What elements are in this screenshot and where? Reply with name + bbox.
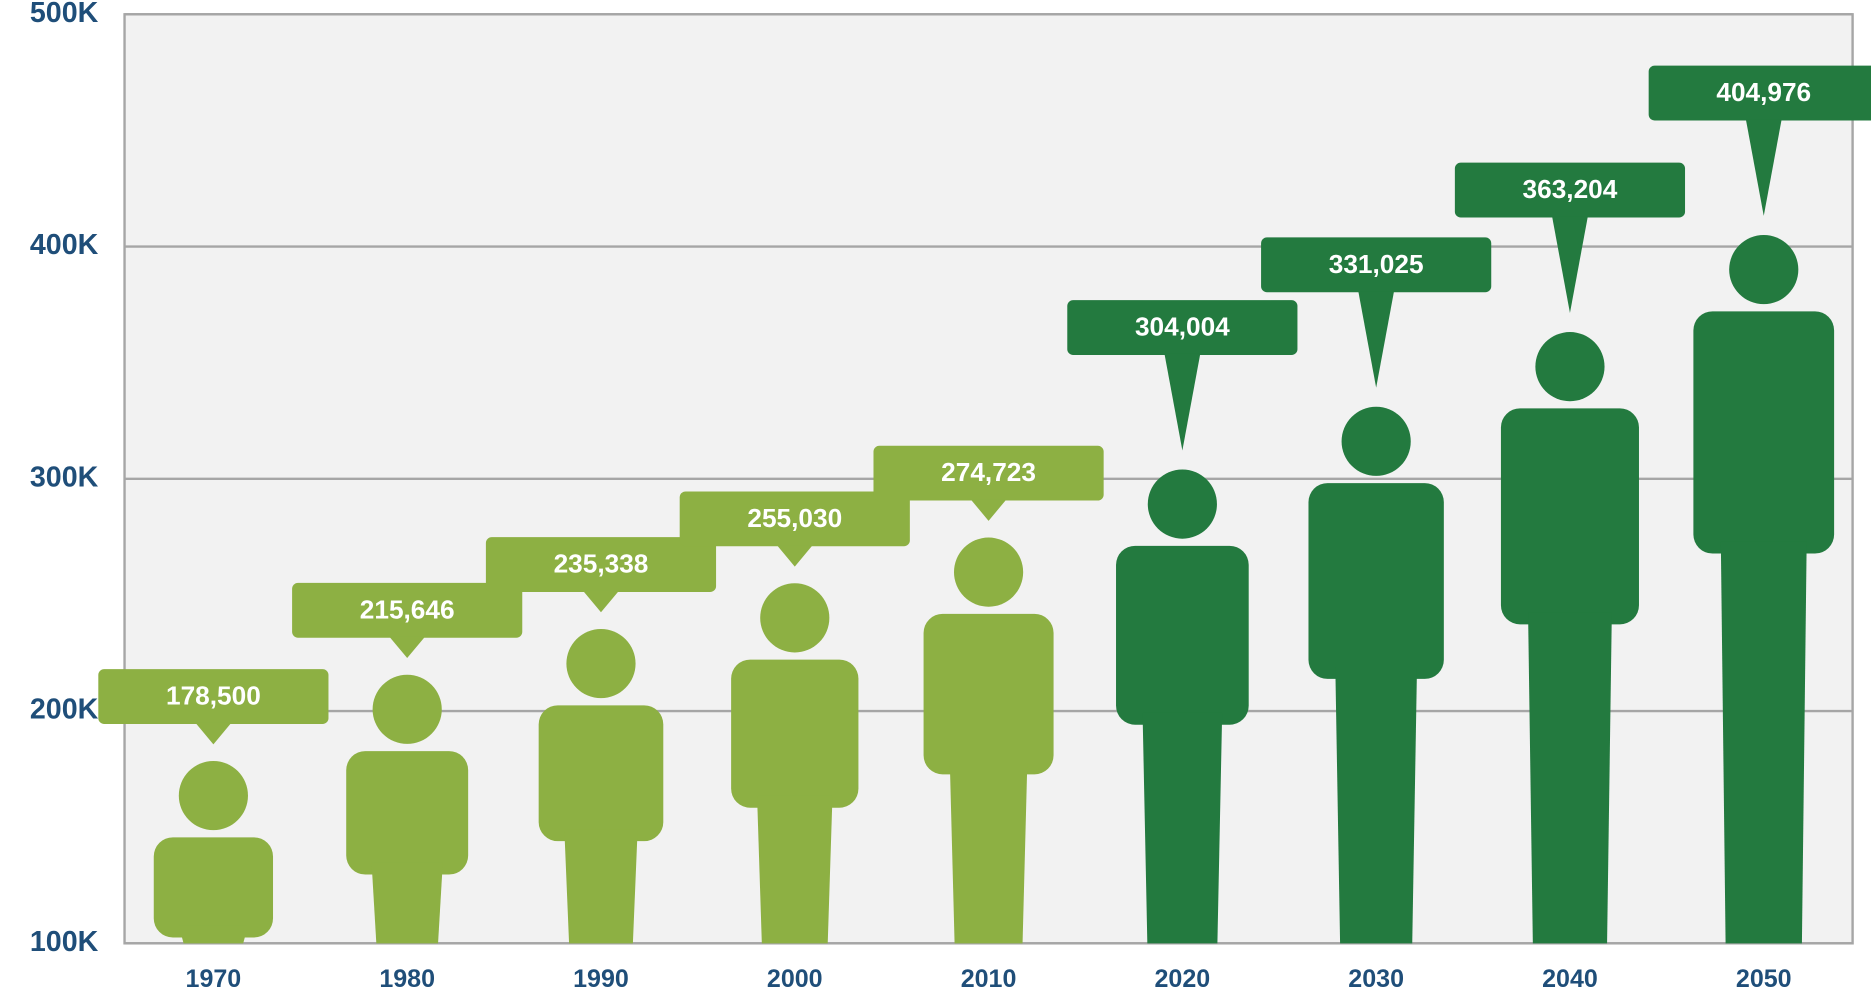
- callout-box: [1261, 237, 1492, 293]
- x-tick-label: 1970: [186, 965, 242, 993]
- x-tick-label: 2000: [767, 965, 823, 993]
- x-tick-label: 2040: [1542, 965, 1598, 993]
- y-tick-label: 200K: [30, 694, 99, 726]
- y-tick-label: 500K: [30, 0, 99, 29]
- person-head: [1729, 235, 1799, 305]
- person-torso: [153, 837, 274, 938]
- callout-pointer: [1745, 119, 1782, 216]
- value-label: 331,025: [1329, 249, 1424, 279]
- x-tick-label: 1990: [573, 965, 629, 993]
- person-head: [1535, 332, 1605, 402]
- callout-box: [1454, 162, 1686, 218]
- y-tick-label: 400K: [30, 229, 99, 261]
- person-torso: [538, 705, 664, 842]
- callout-pointer: [1358, 291, 1395, 388]
- person-legs: [1142, 712, 1223, 944]
- callout-box: [873, 445, 1104, 501]
- value-label: 363,204: [1523, 174, 1618, 204]
- person-legs: [757, 795, 833, 944]
- person-torso: [1308, 483, 1444, 679]
- value-label: 215,646: [360, 594, 455, 624]
- person-legs: [1720, 541, 1807, 944]
- value-label: 235,338: [554, 549, 649, 579]
- person-torso: [1500, 408, 1639, 625]
- person-head: [1147, 469, 1217, 539]
- x-tick-label: 1980: [379, 965, 435, 993]
- person-head: [1341, 406, 1411, 476]
- person-head: [178, 761, 248, 831]
- person-torso: [346, 751, 469, 875]
- person-torso: [1116, 545, 1249, 725]
- callout-pointer: [583, 590, 619, 613]
- person-legs: [178, 925, 248, 944]
- callout-box: [1067, 300, 1298, 356]
- x-tick-label: 2020: [1155, 965, 1211, 993]
- callout-pointer: [970, 499, 1007, 521]
- person-legs: [564, 829, 638, 944]
- person-torso: [731, 659, 859, 808]
- callout-box: [292, 582, 523, 638]
- y-tick-label: 100K: [30, 926, 99, 958]
- callout-box: [485, 537, 717, 593]
- value-label: 404,976: [1716, 77, 1811, 107]
- x-tick-label: 2030: [1348, 965, 1404, 993]
- value-label: 274,723: [941, 457, 1036, 487]
- callout-pointer: [776, 545, 813, 567]
- callout-box: [679, 491, 910, 547]
- person-legs: [949, 762, 1028, 944]
- person-legs: [371, 862, 443, 944]
- person-legs: [1335, 666, 1418, 944]
- person-head: [566, 629, 636, 699]
- x-tick-label: 2050: [1736, 965, 1792, 993]
- value-label: 255,030: [747, 503, 842, 533]
- person-head: [760, 583, 830, 653]
- value-label: 178,500: [166, 681, 261, 711]
- value-label: 304,004: [1135, 312, 1230, 342]
- callout-pointer: [195, 722, 232, 745]
- person-head: [953, 537, 1024, 607]
- callout-box: [98, 669, 329, 725]
- y-tick-label: 300K: [30, 461, 99, 493]
- person-torso: [923, 613, 1054, 775]
- person-head: [372, 674, 442, 744]
- callout-pointer: [1164, 353, 1201, 451]
- callout-pointer: [389, 636, 426, 659]
- callout-box: [1648, 65, 1871, 121]
- callout-pointer: [1552, 216, 1588, 313]
- person-legs: [1528, 612, 1612, 944]
- person-torso: [1693, 311, 1835, 554]
- x-tick-label: 2010: [961, 965, 1017, 993]
